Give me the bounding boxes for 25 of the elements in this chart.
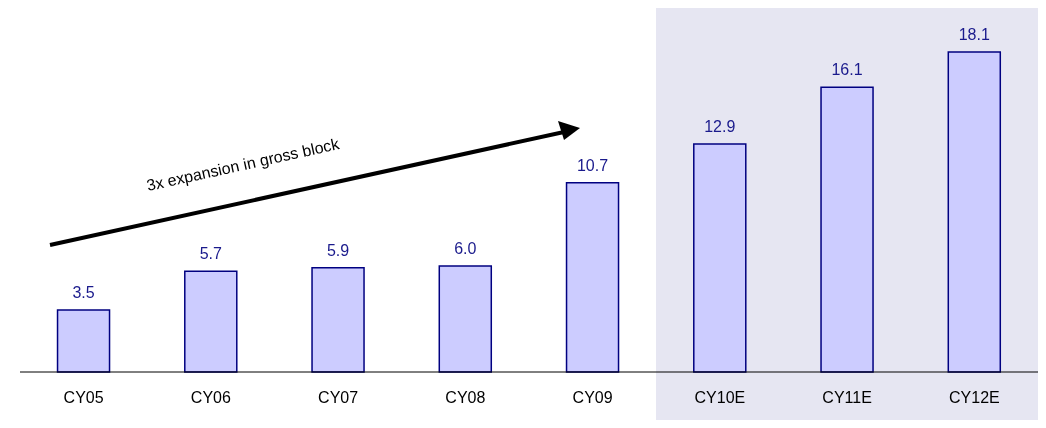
x-tick-label: CY09 bbox=[572, 389, 613, 407]
bar bbox=[56, 309, 111, 373]
x-tick-label: CY08 bbox=[445, 389, 486, 407]
data-label: 5.9 bbox=[326, 241, 350, 259]
bar bbox=[565, 182, 620, 373]
bar bbox=[820, 86, 874, 373]
x-tick-label: CY07 bbox=[318, 389, 359, 407]
x-tick-label: CY05 bbox=[63, 389, 104, 407]
data-label: 16.1 bbox=[831, 61, 863, 79]
bar bbox=[184, 270, 238, 373]
x-tick-label: CY06 bbox=[190, 389, 231, 407]
x-tick-label: CY11E bbox=[822, 389, 872, 407]
bar bbox=[947, 51, 1002, 373]
bar bbox=[693, 143, 747, 373]
data-label: 3.5 bbox=[72, 284, 95, 302]
data-label: 10.7 bbox=[576, 156, 609, 174]
bar bbox=[438, 265, 493, 373]
data-label: 12.9 bbox=[704, 117, 736, 135]
data-label: 6.0 bbox=[454, 239, 477, 257]
bar bbox=[311, 266, 365, 373]
x-tick-label: CY10E bbox=[694, 389, 746, 407]
data-label: 18.1 bbox=[958, 26, 990, 43]
data-label: 5.7 bbox=[199, 245, 223, 263]
x-tick-label: CY12E bbox=[949, 389, 1000, 407]
annotation: 3x expansion in gross block bbox=[145, 135, 342, 195]
